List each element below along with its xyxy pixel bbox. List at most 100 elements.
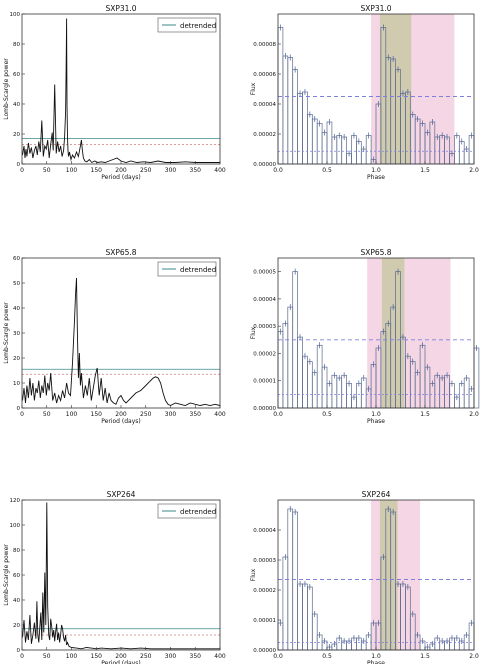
x-tick-label: 50: [43, 653, 51, 660]
flux-bar: [282, 556, 289, 651]
y-tick-label: 0.00002: [253, 588, 276, 594]
flux-bar: [321, 132, 328, 165]
x-axis-label: Period (days): [101, 418, 140, 425]
power-series-line: [22, 18, 220, 164]
x-tick-label: 50: [43, 167, 51, 174]
x-tick-label: 250: [140, 411, 152, 418]
x-tick-label: 400: [214, 411, 226, 418]
y-tick-label: 0.00004: [253, 297, 276, 303]
y-tick-label: 0.00000: [253, 406, 276, 412]
y-tick-label: 10: [13, 381, 20, 387]
x-tick-label: 1.5: [420, 653, 430, 660]
flux-bar: [458, 383, 465, 409]
x-tick-label: 300: [165, 167, 177, 174]
x-tick-label: 0: [20, 411, 24, 418]
x-tick-label: 0.0: [273, 653, 283, 660]
y-tick-label: 0.00004: [253, 528, 276, 534]
flux-bar: [307, 586, 313, 651]
periodogram-panel-2: detrended 0 50 100 150 200 250 300 350 400 0 10 20 30…: [3, 248, 226, 425]
x-tick-label: 300: [165, 653, 177, 660]
flux-bar: [316, 344, 323, 409]
legend: detrended: [157, 261, 217, 277]
y-tick-label: 40: [13, 102, 20, 108]
power-series-line: [22, 502, 220, 650]
x-tick-label: 250: [140, 167, 152, 174]
y-tick-label: 60: [13, 256, 20, 262]
legend-label: detrended: [180, 22, 216, 30]
x-axis-label: Phase: [367, 660, 385, 664]
x-tick-label: 400: [214, 167, 226, 174]
x-axis-label: Phase: [367, 174, 385, 181]
x-tick-label: 2.0: [469, 167, 479, 174]
x-tick-label: 400: [214, 653, 226, 660]
flux-bar: [287, 306, 294, 409]
x-tick-label: 250: [140, 653, 152, 660]
flux-bar: [282, 55, 289, 165]
panel-title: SXP31.0: [360, 4, 391, 13]
y-tick-label: 0.00004: [253, 102, 276, 108]
flux-bar: [468, 135, 475, 165]
y-tick-label: 100: [10, 523, 21, 529]
flux-bar: [316, 123, 323, 165]
y-tick-label: 20: [13, 356, 20, 362]
flux-bar: [336, 135, 343, 165]
flux-bar: [311, 372, 318, 409]
y-tick-label: 0.00001: [253, 379, 276, 385]
x-tick-label: 0.0: [273, 167, 283, 174]
x-tick-label: 1.0: [371, 411, 381, 418]
periodogram-panel-0: detrended 0 50 100 150 200 250 300 350 400 0 20 40 60…: [3, 4, 226, 181]
flux-bar: [356, 141, 362, 165]
flux-bar: [356, 383, 362, 409]
flux-bar: [277, 622, 284, 651]
y-tick-label: 20: [13, 132, 20, 138]
legend: detrended: [157, 17, 217, 33]
x-tick-label: 0.5: [322, 167, 332, 174]
flux-bar: [307, 361, 313, 409]
x-tick-label: 150: [91, 411, 103, 418]
y-tick-label: 0.00002: [253, 351, 276, 357]
shaded-region: [379, 500, 398, 650]
flux-bar: [458, 141, 465, 165]
x-tick-label: 1.0: [371, 653, 381, 660]
axes-frame: [21, 13, 221, 165]
flux-bar: [277, 27, 284, 165]
y-tick-label: 40: [13, 598, 20, 604]
power-series-line: [22, 277, 221, 407]
y-tick-label: 20: [13, 623, 20, 629]
y-tick-label: 30: [13, 331, 20, 337]
x-axis-label: Period (days): [101, 660, 140, 664]
y-tick-label: 0.00000: [253, 162, 276, 168]
y-tick-label: 120: [10, 498, 21, 504]
x-tick-label: 1.5: [420, 167, 430, 174]
panel-title: SXP65.8: [105, 248, 136, 257]
y-axis-label: Lomb-Scargle power: [3, 544, 10, 606]
phase-panel-3: 0.0 0.5 1.0 1.5 2.0 0.00000 0.00001 0.00002 0.00…: [250, 248, 480, 425]
panel-title: SXP31.0: [105, 4, 136, 13]
x-tick-label: 1.0: [371, 167, 381, 174]
flux-bar: [365, 135, 372, 165]
y-tick-label: 0: [17, 406, 21, 412]
phase-panel-1: 0.0 0.5 1.0 1.5 2.0 0.00000 0.00002 0.00004 0.00…: [250, 4, 479, 181]
flux-bar: [473, 347, 480, 409]
legend-box: [157, 261, 217, 277]
x-tick-label: 2.0: [469, 411, 479, 418]
x-tick-label: 0: [20, 653, 24, 660]
y-tick-label: 50: [13, 281, 20, 287]
x-tick-label: 1.5: [420, 411, 430, 418]
x-tick-label: 350: [190, 167, 202, 174]
x-tick-label: 150: [91, 167, 103, 174]
x-axis-label: Period (days): [101, 174, 140, 181]
flux-bar: [302, 91, 308, 165]
y-axis-label: Flux: [250, 326, 257, 339]
phase-panel-5: 0.0 0.5 1.0 1.5 2.0 0.00000 0.00001 0.00002 0.00…: [250, 490, 479, 664]
flux-bar: [302, 355, 308, 409]
y-tick-label: 0.00002: [253, 132, 276, 138]
y-axis-label: Flux: [250, 82, 257, 95]
x-tick-label: 200: [115, 653, 127, 660]
flux-bar: [463, 377, 470, 409]
legend: detrended: [157, 503, 217, 519]
shaded-region: [367, 258, 451, 408]
x-tick-label: 100: [66, 653, 78, 660]
flux-bar: [321, 366, 328, 409]
